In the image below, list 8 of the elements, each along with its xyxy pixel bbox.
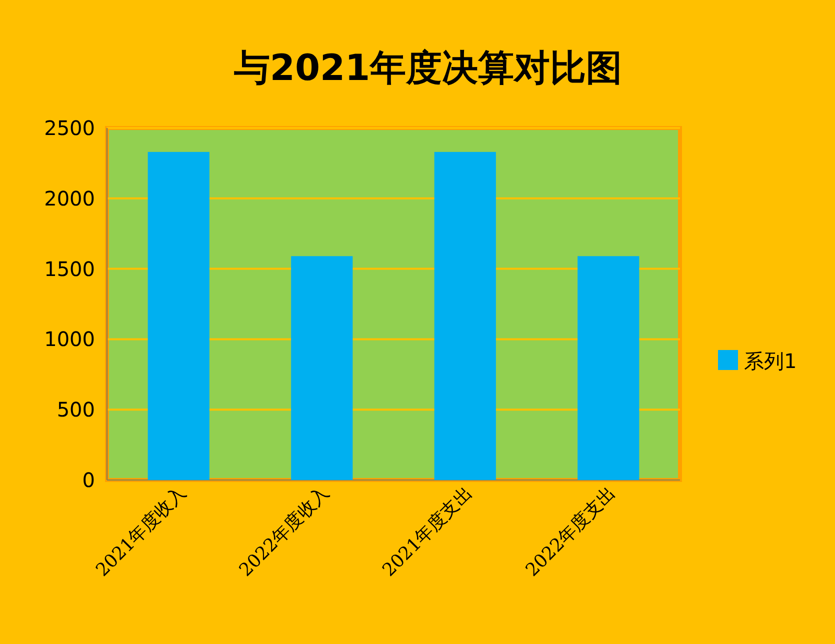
y-tick-label: 0: [82, 468, 95, 492]
chart-title: 与2021年度决算对比图: [234, 48, 622, 89]
legend-label: 系列1: [744, 349, 797, 373]
y-tick-label: 2500: [44, 116, 95, 140]
y-tick-label: 1500: [44, 256, 95, 281]
y-tick-label: 500: [56, 398, 95, 422]
y-tick-label: 1000: [44, 327, 95, 352]
y-tick-label: 2000: [44, 186, 95, 210]
